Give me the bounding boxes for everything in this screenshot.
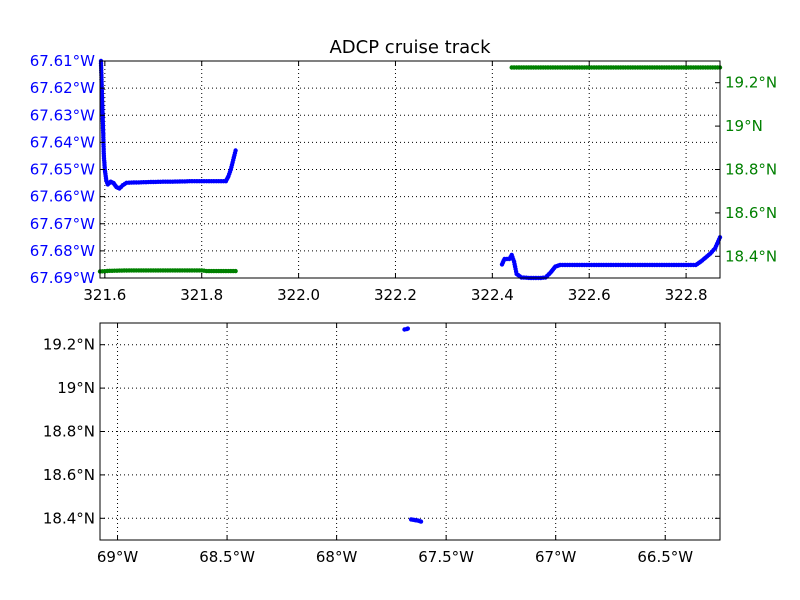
x-tick-label: 66.5°W [637, 548, 693, 566]
data-point [233, 148, 238, 153]
data-point [418, 519, 424, 524]
y-left-tick-label: 67.69°W [30, 269, 95, 287]
y-left-tick-label: 67.64°W [30, 133, 95, 151]
data-point [405, 326, 410, 331]
y-tick-label: 18.6°N [43, 466, 95, 484]
track-series-left-0 [98, 58, 238, 191]
data-point [233, 268, 238, 274]
y-right-tick-label: 19.2°N [725, 74, 777, 92]
x-tick-label: 322.2 [374, 286, 417, 304]
bottom-panel: 69°W 68.5°W 68°W 67.5°W 67°W 66.5°W 19.2°N 19°N… [43, 322, 721, 566]
y-tick-label: 19°N [57, 379, 95, 397]
y-left-tick-label: 67.67°W [30, 215, 95, 233]
position-series-1 [408, 517, 424, 524]
x-tick-label: 322.4 [471, 286, 514, 304]
y-right-tick-label: 19°N [725, 117, 763, 135]
y-right-tick-label: 18.8°N [725, 161, 777, 179]
track-series-right-1 [509, 65, 723, 70]
x-tick-label: 69°W [97, 548, 139, 566]
x-tick-label: 321.8 [180, 286, 223, 304]
y-tick-label: 18.4°N [43, 509, 95, 527]
y-left-tick-label: 67.68°W [30, 242, 95, 260]
y-left-tick-label: 67.65°W [30, 161, 95, 179]
x-tick-label: 321.6 [83, 286, 126, 304]
y-left-tick-label: 67.66°W [30, 188, 95, 206]
x-tick-label: 322.6 [568, 286, 611, 304]
y-left-tick-label: 67.61°W [30, 52, 95, 70]
y-left-tick-label: 67.62°W [30, 79, 95, 97]
y-right-tick-label: 18.4°N [725, 247, 777, 265]
y-tick-label: 19.2°N [43, 336, 95, 354]
x-tick-label: 322.8 [665, 286, 708, 304]
y-right-tick-label: 18.6°N [725, 204, 777, 222]
chart-title: ADCP cruise track [329, 37, 491, 58]
top-panel: 321.6 321.8 322.0 322.2 322.4 322.6 322.8 67.61… [30, 52, 777, 304]
x-tick-label: 322.0 [277, 286, 320, 304]
y-left-tick-label: 67.63°W [30, 106, 95, 124]
x-tick-label: 68°W [316, 548, 358, 566]
position-series-0 [402, 326, 410, 332]
x-tick-label: 67°W [535, 548, 577, 566]
y-tick-label: 18.8°N [43, 423, 95, 441]
x-tick-label: 68.5°W [199, 548, 255, 566]
x-tick-label: 67.5°W [418, 548, 474, 566]
